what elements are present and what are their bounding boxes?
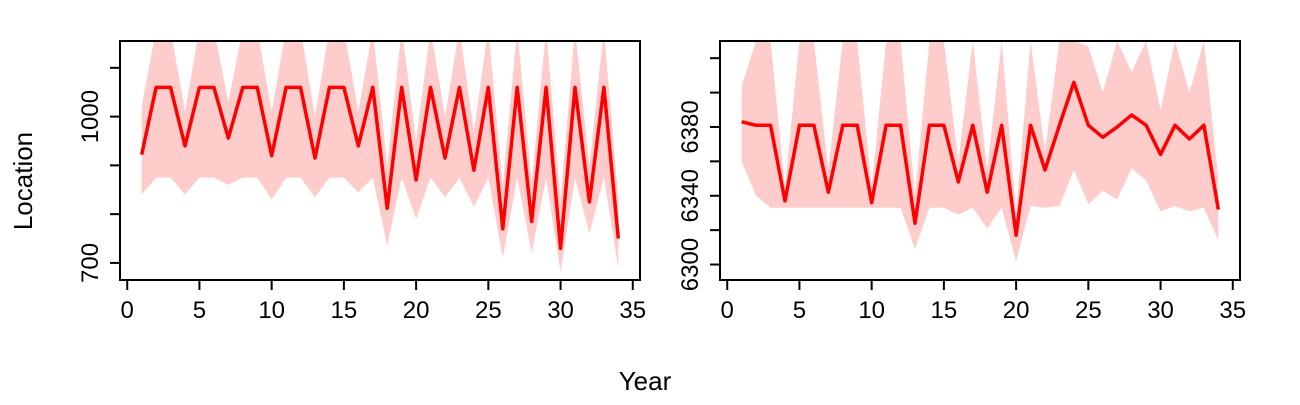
- right-plot-area: [741, 41, 1221, 262]
- right-x-axis: 0 5 10 15 20 25 30 35: [721, 280, 1246, 324]
- left-panel: 0 5 10 15 20 25 30 35 700 1000: [77, 40, 646, 324]
- right-x-tick-label: 35: [1219, 297, 1246, 324]
- right-y-axis: 6300 6340 6380: [677, 57, 720, 291]
- right-y-tick-label: 6380: [677, 100, 704, 153]
- right-x-tick-label: 5: [793, 297, 806, 324]
- right-x-tick-label: 15: [931, 297, 958, 324]
- right-y-tick-label: 6300: [677, 238, 704, 291]
- right-x-tick-label: 25: [1075, 297, 1102, 324]
- left-x-tick-label: 20: [403, 297, 430, 324]
- left-plot-frame: [119, 40, 641, 281]
- left-y-tick-label: 700: [77, 243, 104, 283]
- left-x-tick-label: 15: [331, 297, 358, 324]
- left-x-axis: 0 5 10 15 20 25 30 35: [121, 280, 646, 324]
- left-y-axis: 700 1000: [77, 66, 120, 283]
- left-x-tick-label: 5: [193, 297, 206, 324]
- right-location-line: [741, 80, 1221, 238]
- y-axis-title: Location: [8, 132, 38, 230]
- right-x-tick-label: 0: [721, 297, 734, 324]
- right-x-tick-label: 10: [858, 297, 885, 324]
- x-axis-title: Year: [619, 366, 672, 396]
- left-y-tick-label: 1000: [77, 90, 104, 143]
- left-location-line: [139, 85, 621, 251]
- left-x-tick-label: 30: [547, 297, 574, 324]
- left-x-tick-label: 35: [619, 297, 646, 324]
- right-x-tick-label: 30: [1147, 297, 1174, 324]
- right-x-tick-label: 20: [1003, 297, 1030, 324]
- left-plot-area: [139, 41, 621, 273]
- right-y-tick-label: 6340: [677, 169, 704, 222]
- left-x-tick-label: 0: [121, 297, 134, 324]
- right-panel: 0 5 10 15 20 25 30 35 6300 6340 6380: [677, 40, 1246, 324]
- left-x-tick-label: 10: [258, 297, 285, 324]
- left-x-tick-label: 25: [475, 297, 502, 324]
